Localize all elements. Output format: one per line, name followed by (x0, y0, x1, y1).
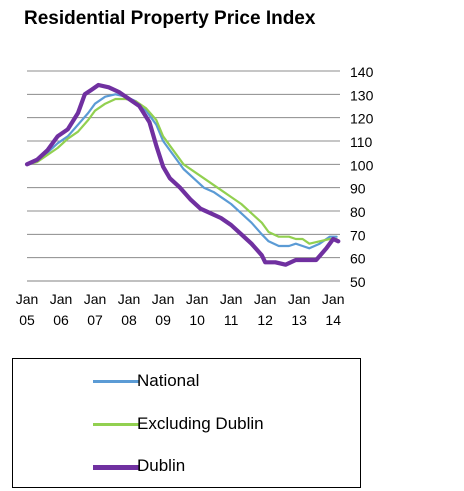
legend-swatch-national (93, 380, 139, 383)
x-axis-ticks: Jan 05 Jan 06 Jan 07 Jan 08 Jan 09 Jan 10 Jan 11 Jan 12… (16, 291, 345, 328)
legend-swatch-dublin (93, 465, 139, 470)
y-tick-label: 140 (350, 64, 374, 80)
line-chart: 50 60 70 80 90 100 110 120 130 140 Jan 05 Jan 06 Jan 0… (16, 64, 374, 328)
series-line-national (25, 93, 338, 250)
series-lines (24, 82, 341, 267)
x-tick-label-year: 06 (53, 312, 69, 328)
x-tick-label-month: Jan (50, 291, 73, 307)
x-tick-label-month: Jan (152, 291, 175, 307)
y-tick-label: 100 (350, 157, 374, 173)
series-line-excluding-dublin (25, 97, 338, 245)
y-tick-label: 130 (350, 87, 374, 103)
y-tick-label: 60 (350, 251, 366, 267)
x-tick-label-year: 14 (325, 312, 341, 328)
chart-title: Residential Property Price Index (24, 8, 316, 29)
x-tick-label-year: 09 (155, 312, 171, 328)
legend-label-excluding-dublin: Excluding Dublin (137, 414, 264, 433)
legend: National Excluding Dublin Dublin (12, 358, 361, 488)
x-tick-label-year: 13 (291, 312, 307, 328)
x-tick-label-year: 05 (19, 312, 35, 328)
y-axis-ticks: 50 60 70 80 90 100 110 120 130 140 (350, 64, 374, 290)
x-tick-label-year: 10 (189, 312, 205, 328)
x-tick-label-month: Jan (84, 291, 107, 307)
series-line-dublin (24, 82, 341, 267)
x-tick-label-month: Jan (322, 291, 345, 307)
x-tick-label-month: Jan (220, 291, 243, 307)
y-tick-label: 90 (350, 181, 366, 197)
x-tick-label-year: 08 (121, 312, 137, 328)
x-tick-label-month: Jan (254, 291, 277, 307)
legend-label-dublin: Dublin (137, 456, 186, 475)
y-tick-label: 70 (350, 227, 366, 243)
x-tick-label-year: 11 (224, 312, 239, 328)
y-tick-label: 110 (350, 134, 373, 150)
x-tick-label-month: Jan (186, 291, 209, 307)
y-tick-label: 50 (350, 274, 366, 290)
x-tick-label-month: Jan (288, 291, 311, 307)
gridlines (27, 70, 340, 282)
legend-label-national: National (137, 371, 200, 390)
legend-swatch-excluding-dublin (93, 423, 139, 426)
x-tick-label-year: 07 (87, 312, 103, 328)
x-tick-label-month: Jan (118, 291, 141, 307)
y-tick-label: 80 (350, 204, 366, 220)
x-tick-label-month: Jan (16, 291, 39, 307)
x-tick-label-year: 12 (257, 312, 273, 328)
y-tick-label: 120 (350, 111, 374, 127)
